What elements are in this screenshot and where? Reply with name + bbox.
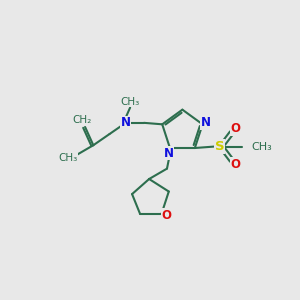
Text: O: O xyxy=(230,122,241,135)
Text: S: S xyxy=(215,140,225,153)
Text: O: O xyxy=(162,209,172,222)
Text: N: N xyxy=(164,147,173,160)
Text: CH₃: CH₃ xyxy=(59,153,78,163)
Text: CH₃: CH₃ xyxy=(251,142,272,152)
Text: CH₂: CH₂ xyxy=(73,116,92,125)
Text: N: N xyxy=(121,116,131,129)
Text: O: O xyxy=(230,158,241,171)
Text: N: N xyxy=(201,116,211,129)
Text: CH₃: CH₃ xyxy=(121,97,140,106)
